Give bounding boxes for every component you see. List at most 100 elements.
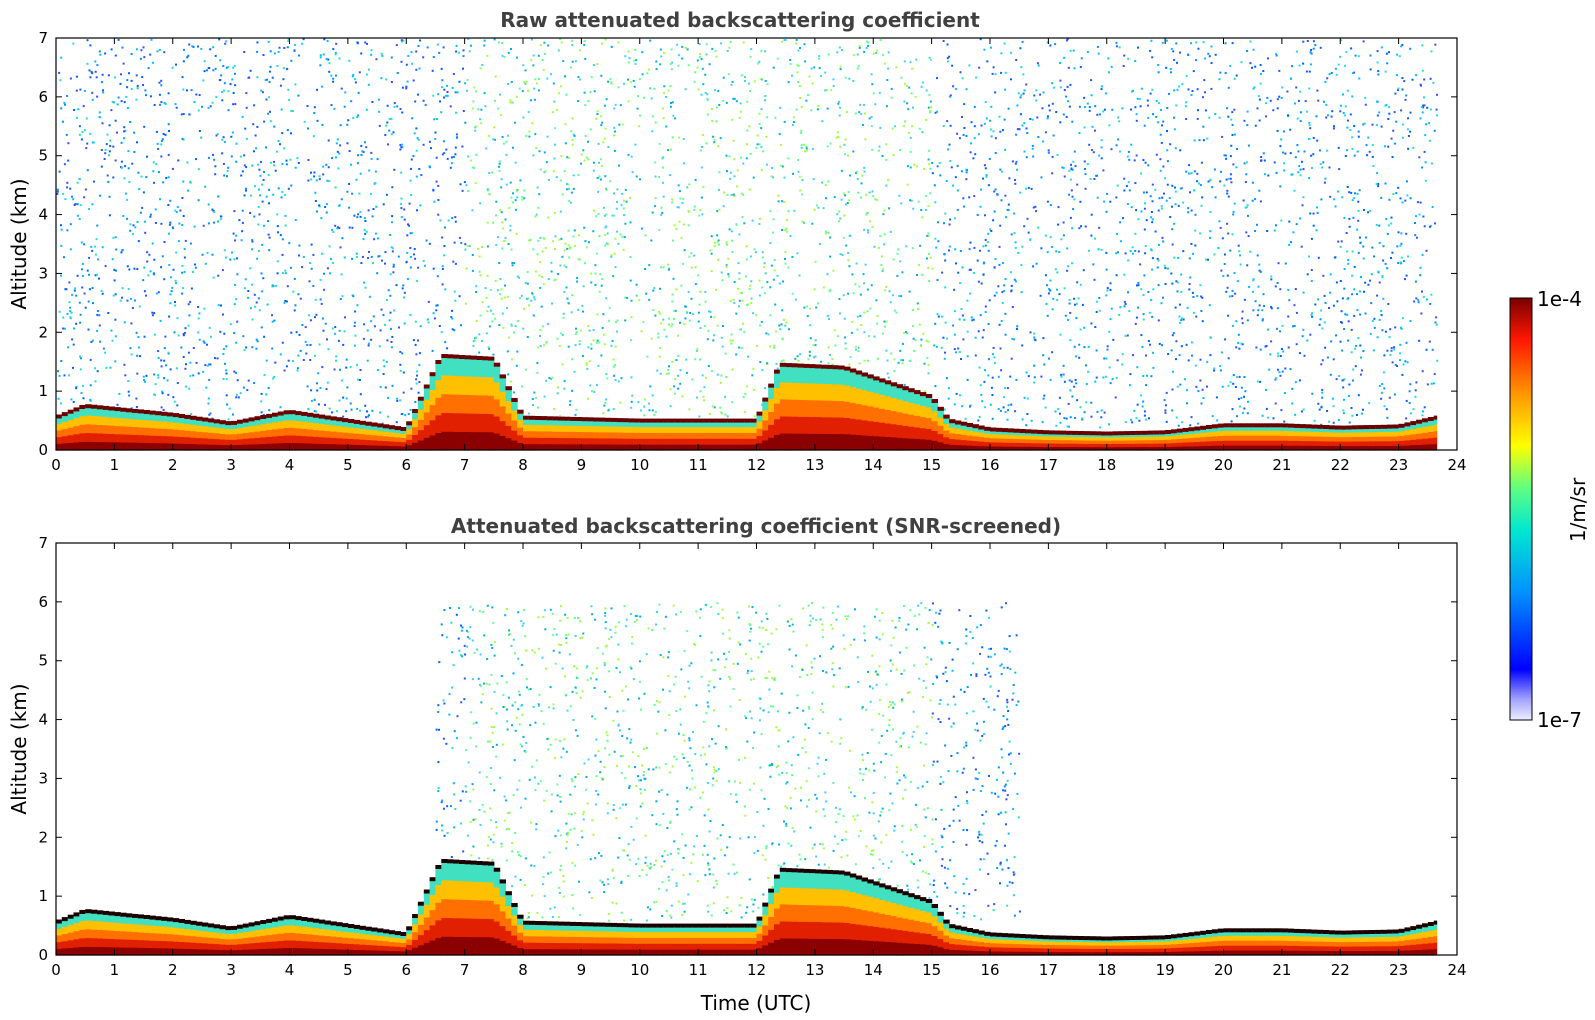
noise-pixel — [805, 149, 808, 152]
noise-pixel — [116, 403, 119, 406]
noise-pixel — [451, 309, 453, 312]
noise-pixel — [1051, 308, 1054, 311]
noise-pixel — [1224, 338, 1227, 341]
noise-pixel — [101, 246, 104, 249]
noise-pixel — [991, 376, 994, 379]
noise-pixel — [409, 247, 412, 249]
noise-pixel — [1086, 163, 1089, 165]
noise-pixel — [357, 114, 359, 117]
noise-pixel — [1254, 230, 1257, 232]
noise-pixel — [322, 329, 325, 332]
noise-pixel — [227, 418, 230, 421]
noise-pixel — [1185, 170, 1188, 173]
noise-pixel — [529, 238, 532, 241]
noise-pixel — [575, 331, 578, 334]
noise-pixel — [1022, 92, 1025, 95]
noise-pixel — [658, 176, 661, 178]
noise-pixel — [507, 243, 510, 245]
noise-pixel — [1288, 299, 1291, 302]
noise-pixel — [271, 76, 274, 79]
noise-pixel — [262, 277, 265, 280]
noise-pixel — [260, 89, 263, 92]
noise-pixel — [1100, 248, 1103, 251]
noise-pixel — [1436, 93, 1438, 96]
noise-pixel — [593, 90, 596, 93]
noise-pixel — [833, 329, 836, 332]
noise-pixel — [1386, 232, 1389, 235]
noise-pixel — [1332, 421, 1335, 424]
noise-pixel — [362, 337, 365, 340]
noise-pixel — [903, 82, 906, 85]
noise-pixel — [1016, 104, 1019, 107]
noise-pixel — [375, 58, 378, 61]
noise-pixel — [91, 249, 94, 252]
noise-pixel — [440, 111, 443, 114]
noise-pixel — [928, 280, 930, 283]
noise-pixel — [1121, 353, 1124, 356]
noise-pixel — [783, 120, 786, 123]
noise-pixel — [158, 93, 161, 96]
noise-pixel — [443, 96, 445, 99]
noise-pixel — [670, 325, 673, 328]
noise-pixel — [1351, 148, 1354, 150]
noise-pixel — [703, 386, 706, 389]
noise-pixel — [1377, 70, 1380, 73]
noise-pixel — [809, 337, 812, 340]
noise-pixel — [94, 245, 97, 248]
noise-pixel — [353, 321, 356, 324]
noise-pixel — [1274, 402, 1277, 405]
noise-pixel — [1106, 287, 1109, 290]
noise-pixel — [341, 295, 344, 298]
noise-pixel — [1019, 47, 1022, 50]
noise-pixel — [773, 344, 775, 347]
noise-pixel — [1062, 373, 1065, 376]
noise-pixel — [1435, 108, 1438, 111]
noise-pixel — [720, 412, 723, 415]
noise-pixel — [935, 246, 938, 249]
noise-pixel — [335, 410, 338, 413]
noise-pixel — [207, 222, 210, 225]
noise-pixel — [1402, 260, 1405, 263]
noise-pixel — [396, 397, 399, 400]
noise-pixel — [192, 347, 195, 349]
noise-pixel — [1297, 150, 1300, 153]
noise-pixel — [475, 125, 478, 128]
noise-pixel — [288, 242, 291, 245]
noise-pixel — [1165, 420, 1168, 423]
noise-pixel — [671, 136, 674, 139]
noise-pixel — [1376, 294, 1379, 297]
noise-pixel — [1355, 344, 1357, 347]
noise-pixel — [126, 299, 129, 302]
noise-pixel — [516, 275, 519, 278]
noise-pixel — [1266, 328, 1269, 331]
noise-pixel — [566, 297, 569, 300]
noise-pixel — [72, 343, 75, 346]
noise-pixel — [1079, 283, 1082, 286]
noise-pixel — [387, 396, 389, 399]
noise-pixel — [86, 39, 89, 42]
noise-pixel — [797, 359, 800, 362]
noise-pixel — [66, 229, 69, 232]
noise-pixel — [168, 315, 171, 318]
noise-pixel — [914, 95, 917, 98]
noise-pixel — [747, 82, 750, 85]
noise-pixel — [1128, 384, 1131, 387]
noise-pixel — [1005, 216, 1007, 219]
noise-pixel — [1188, 288, 1191, 291]
noise-pixel — [659, 347, 662, 349]
noise-pixel — [57, 370, 59, 373]
noise-pixel — [1380, 314, 1383, 317]
noise-pixel — [707, 329, 710, 332]
noise-pixel — [1171, 243, 1174, 246]
noise-pixel — [1013, 278, 1016, 281]
noise-pixel — [550, 73, 552, 76]
noise-pixel — [91, 339, 94, 342]
noise-pixel — [980, 124, 983, 127]
noise-pixel — [680, 284, 683, 287]
noise-pixel — [441, 236, 444, 239]
noise-pixel — [331, 411, 334, 414]
noise-pixel — [1150, 216, 1153, 219]
noise-pixel — [233, 303, 236, 306]
noise-pixel — [294, 304, 297, 307]
noise-pixel — [158, 81, 161, 84]
